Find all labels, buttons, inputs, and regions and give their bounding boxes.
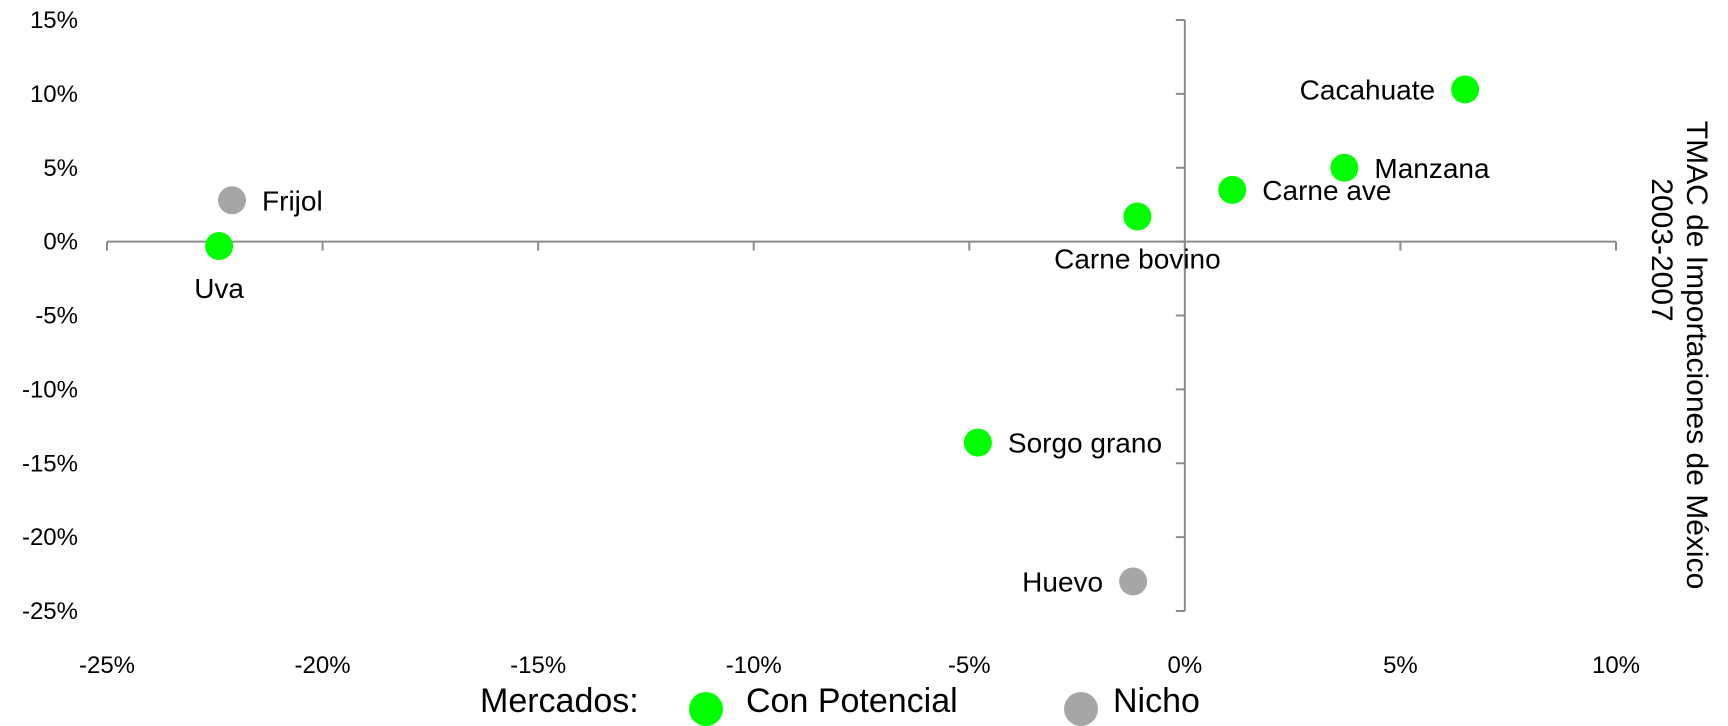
x-tick-label: 10% xyxy=(1592,652,1640,679)
tick-labels: -25% -20% -15% -10% -5% 0% 5% 10% 15% 10% 5% 0% -5% -… xyxy=(22,7,1640,679)
legend-marker xyxy=(689,692,723,726)
data-point xyxy=(1451,75,1480,104)
data-point xyxy=(1123,202,1152,231)
data-label: Carne ave xyxy=(1262,175,1391,206)
y-tick-label: 15% xyxy=(30,7,78,34)
y-tick-label: -20% xyxy=(22,524,78,551)
x-tick-label: -15% xyxy=(510,652,566,679)
y-tick-label: 0% xyxy=(43,229,78,256)
legend-entry-label: Nicho xyxy=(1113,682,1200,720)
data-point xyxy=(205,232,234,261)
data-label: Cacahuate xyxy=(1300,74,1435,105)
x-tick-label: 5% xyxy=(1383,652,1418,679)
data-label: Frijol xyxy=(262,185,323,216)
x-tick-label: -25% xyxy=(79,652,135,679)
data-label: Carne bovino xyxy=(1054,244,1221,275)
y-tick-label: -25% xyxy=(22,598,78,625)
data-point xyxy=(1119,567,1148,596)
data-point xyxy=(963,428,992,457)
y-axis-title-line-2: 2003-2007 xyxy=(1645,178,1678,321)
x-tick-label: -20% xyxy=(295,652,351,679)
data-label: Manzana xyxy=(1374,153,1490,184)
legend-title: Mercados: xyxy=(480,682,639,720)
y-tick-label: 10% xyxy=(30,81,78,108)
x-tick-label: 0% xyxy=(1168,652,1203,679)
data-label: Huevo xyxy=(1022,566,1103,597)
axes xyxy=(106,19,1617,612)
data-label: Sorgo grano xyxy=(1008,428,1162,459)
data-point xyxy=(1330,153,1359,182)
y-axis-title-line-1: TMAC de Importaciones de México xyxy=(1680,121,1713,590)
y-tick-label: -15% xyxy=(22,450,78,477)
legend-entry-label: Con Potencial xyxy=(746,682,958,720)
legend-marker xyxy=(1064,692,1098,726)
data-point xyxy=(218,186,247,215)
y-tick-label: -10% xyxy=(22,376,78,403)
x-tick-label: -5% xyxy=(948,652,991,679)
legend: Mercados: Con Potencial Nicho xyxy=(480,682,1200,726)
y-tick-label: 5% xyxy=(43,155,78,182)
data-point xyxy=(1218,175,1247,204)
data-label: Uva xyxy=(194,273,244,304)
y-tick-label: -5% xyxy=(35,303,78,330)
x-tick-label: -10% xyxy=(726,652,782,679)
